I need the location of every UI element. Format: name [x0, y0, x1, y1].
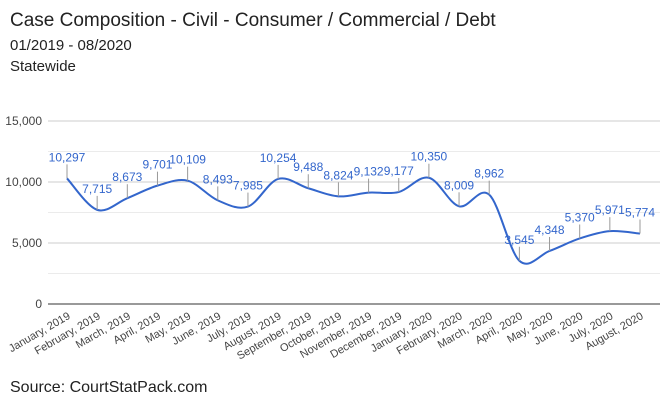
data-label: 8,009	[444, 178, 474, 192]
data-label: 5,370	[565, 210, 595, 224]
data-label: 10,350	[411, 150, 448, 164]
data-label: 9,488	[293, 160, 323, 174]
data-label: 5,971	[595, 203, 625, 217]
data-label: 7,715	[82, 182, 112, 196]
data-label: 8,824	[323, 168, 353, 182]
data-label: 8,962	[474, 167, 504, 181]
data-label: 10,297	[49, 150, 86, 164]
data-label: 7,985	[233, 179, 263, 193]
data-label: 9,701	[142, 158, 172, 172]
region-label: Statewide	[10, 58, 76, 75]
data-label: 8,673	[112, 170, 142, 184]
data-label: 3,545	[504, 233, 534, 247]
data-label: 4,348	[535, 223, 565, 237]
data-label: 9,132	[354, 165, 384, 179]
chart-title: Case Composition - Civil - Consumer / Co…	[10, 10, 496, 31]
data-label: 10,254	[260, 151, 297, 165]
y-tick-label: 5,000	[12, 236, 42, 250]
y-tick-label: 0	[35, 297, 42, 311]
data-label: 10,109	[169, 153, 206, 167]
y-tick-label: 10,000	[5, 175, 42, 189]
series-line	[66, 176, 641, 265]
data-label: 9,177	[384, 164, 414, 178]
data-label: 8,493	[203, 172, 233, 186]
date-range: 01/2019 - 08/2020	[10, 37, 132, 54]
y-tick-label: 15,000	[5, 114, 42, 128]
source-label: Source: CourtStatPack.com	[10, 379, 208, 396]
data-label: 5,774	[625, 206, 655, 220]
